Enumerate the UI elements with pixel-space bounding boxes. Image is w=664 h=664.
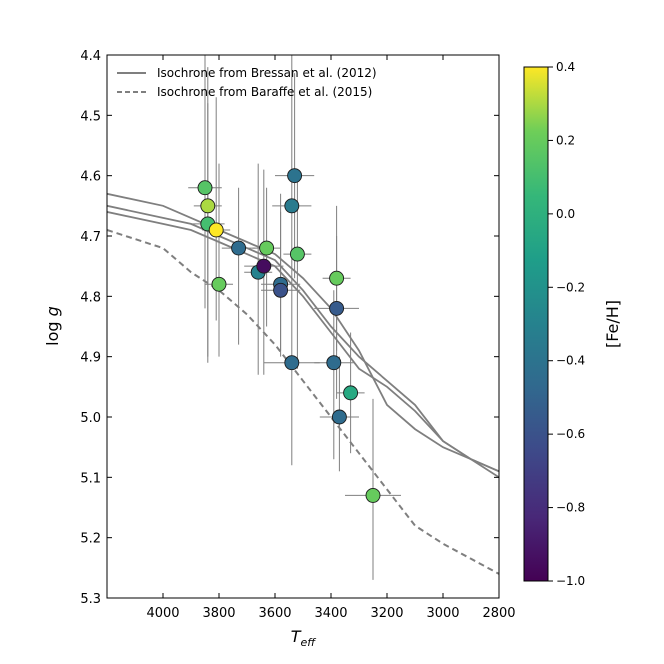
y-tick-label: 4.7 (80, 230, 101, 245)
star-point (287, 168, 303, 184)
y-tick-label: 4.8 (80, 290, 101, 305)
colorbar-tick-label: −0.8 (556, 501, 585, 515)
star-point (231, 240, 247, 256)
colorbar-tick-label: 0.4 (556, 60, 575, 74)
star-point (208, 222, 224, 238)
x-tick-label: 3400 (314, 606, 347, 621)
colorbar-tick-label: −1.0 (556, 574, 585, 588)
x-axis-ticks: 4000 3800 3600 3400 3200 3000 2800 (146, 55, 516, 621)
star-point (289, 246, 305, 262)
isochrone-bressan-line (107, 192, 499, 473)
colorbar-gradient (523, 66, 549, 582)
x-tick-label: 2800 (482, 606, 515, 621)
x-tick-label: 3800 (202, 606, 235, 621)
isochrone-bressan-line (107, 211, 499, 479)
star-point (329, 300, 345, 316)
x-axis-label: Teff (291, 627, 317, 649)
y-tick-label: 5.2 (80, 532, 101, 547)
star-point (284, 198, 300, 214)
star-point (197, 180, 213, 196)
star-point (365, 487, 381, 503)
colorbar: 0.4 0.2 0.0 −0.2 −0.4 −0.6 −0.8 −1.0 [Fe/H] (523, 60, 622, 588)
colorbar-label: [Fe/H] (603, 300, 622, 348)
legend-label-bressan: Isochrone from Bressan et al. (2012) (157, 66, 377, 80)
plot-axes: 4000 3800 3600 3400 3200 3000 2800 4.44.54.64.… (43, 49, 516, 649)
plot-frame (106, 54, 500, 599)
y-tick-label: 5.0 (80, 411, 101, 426)
y-tick-label: 4.6 (80, 170, 101, 185)
colorbar-tick-label: −0.6 (556, 427, 585, 441)
legend-label-baraffe: Isochrone from Baraffe et al. (2015) (157, 85, 372, 99)
star-point (200, 198, 216, 214)
star-point (273, 282, 289, 298)
y-tick-label: 4.5 (80, 109, 101, 124)
isochrone-baraffe-line (107, 229, 499, 575)
star-point (326, 355, 342, 371)
y-tick-label: 4.4 (80, 49, 101, 64)
legend: Isochrone from Bressan et al. (2012) Iso… (117, 66, 377, 99)
x-tick-label: 3600 (258, 606, 291, 621)
y-tick-label: 4.9 (80, 351, 101, 366)
star-point (256, 258, 272, 274)
y-axis-label: log g (43, 306, 62, 346)
colorbar-tick-label: −0.4 (556, 354, 585, 368)
star-point (284, 355, 300, 371)
isochrone-group (107, 192, 499, 575)
point-group (197, 168, 381, 503)
x-tick-label: 3200 (370, 606, 403, 621)
y-tick-label: 5.3 (80, 592, 101, 607)
x-tick-label: 3000 (426, 606, 459, 621)
y-axis-ticks: 4.4 4.5 4.6 4.7 4.8 4.9 5.0 5.1 5.2 5.3 (80, 49, 499, 607)
isochrone-bressan-line (107, 204, 499, 473)
star-point (329, 270, 345, 286)
star-point (211, 276, 227, 292)
y-tick-label: 5.1 (80, 471, 101, 486)
colorbar-ticks: 0.4 0.2 0.0 −0.2 −0.4 −0.6 −0.8 −1.0 (548, 60, 585, 588)
colorbar-tick-label: −0.2 (556, 280, 585, 294)
x-tick-label: 4000 (146, 606, 179, 621)
colorbar-tick-label: 0.2 (556, 133, 575, 147)
colorbar-tick-label: 0.0 (556, 207, 575, 221)
star-point (331, 409, 347, 425)
star-point (343, 385, 359, 401)
star-point (259, 240, 275, 256)
